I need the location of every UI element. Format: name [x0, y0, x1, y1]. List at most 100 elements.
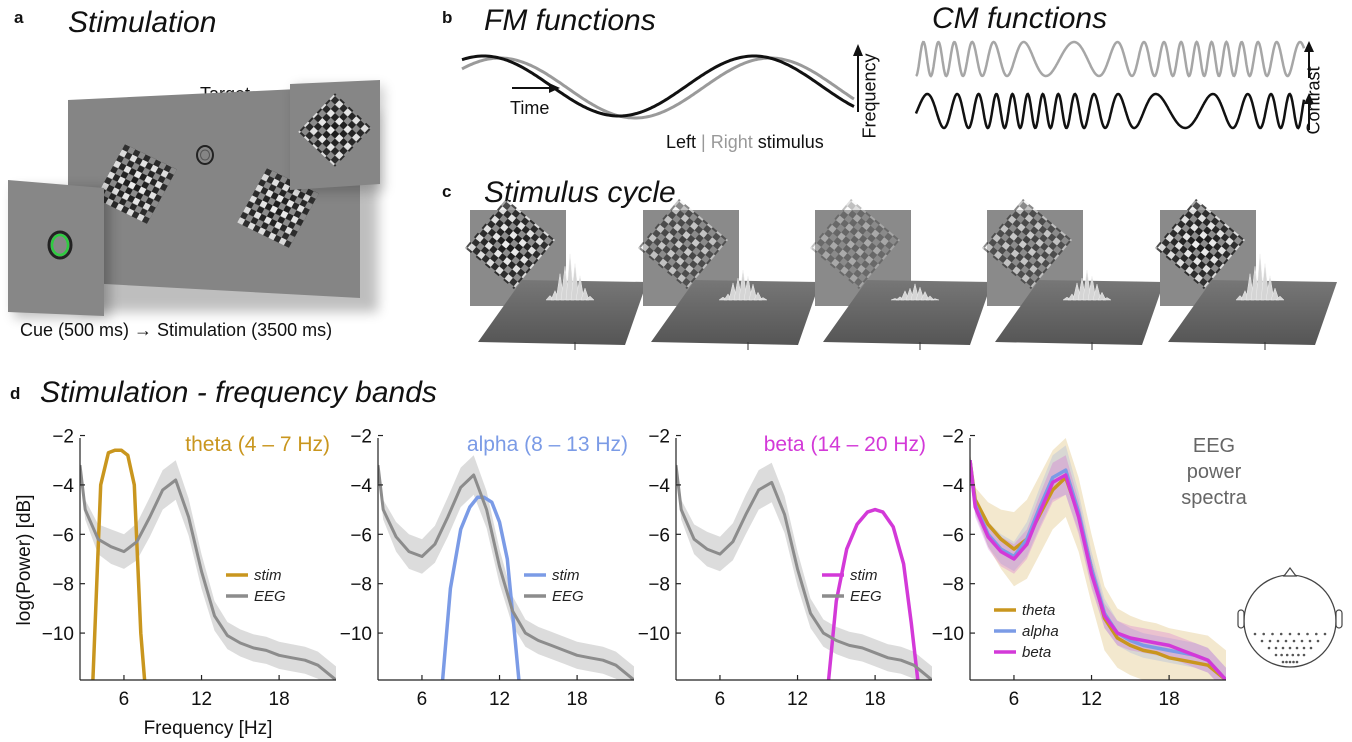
electrode-dot	[1260, 639, 1264, 643]
fm-left-curve	[461, 54, 855, 118]
electrode-dot	[1323, 632, 1327, 636]
chart-title: beta (14 – 20 Hz)	[764, 433, 926, 456]
y-tick-label: −10	[340, 624, 372, 645]
series-stim	[440, 495, 521, 680]
electrode-dot	[1274, 653, 1278, 657]
surface-peak	[580, 287, 590, 301]
panel-a-screens	[8, 80, 384, 318]
panel-d-title: Stimulation - frequency bands	[40, 376, 437, 409]
electrode-dot	[1253, 632, 1257, 636]
x-tick-label: 12	[489, 689, 510, 710]
electrode-dot	[1316, 639, 1320, 643]
electrode-dot	[1292, 639, 1296, 643]
fm-right-curve	[461, 56, 855, 120]
surface-peak	[1082, 269, 1092, 301]
fixation-ring	[196, 145, 214, 165]
electrode-dot	[1279, 632, 1283, 636]
band-EEG	[378, 455, 634, 680]
electrode-dot	[1262, 632, 1265, 636]
y-tick-label: −8	[648, 575, 670, 596]
x-tick-label: 12	[1081, 689, 1102, 710]
surface-peak	[930, 298, 940, 301]
panel-d-letter: d	[10, 384, 21, 403]
electrode-dot	[1288, 632, 1292, 636]
y-tick-label: −10	[932, 624, 964, 645]
frame-surface	[823, 280, 992, 345]
panel-c-title: Stimulus cycle	[484, 176, 676, 209]
series-EEG	[378, 465, 634, 680]
plot-area	[80, 448, 336, 680]
y-tick-label: −6	[648, 525, 670, 546]
electrode-dot	[1271, 632, 1274, 636]
band-theta	[970, 438, 1226, 680]
surface-peak	[920, 290, 930, 301]
electrode-dot	[1288, 660, 1292, 664]
electrode-dot	[1291, 653, 1295, 657]
stimulus-cycle	[464, 198, 1337, 350]
electrode-dot	[1292, 660, 1295, 664]
electrode-dot	[1295, 660, 1299, 664]
panel-c-letter: c	[442, 182, 452, 201]
surface-peak	[738, 269, 748, 301]
legend-stimulus: stimulus	[752, 132, 824, 152]
chart-title-line: spectra	[1181, 487, 1247, 509]
legend-label: stim	[552, 567, 580, 584]
chart-title-line: power	[1187, 461, 1242, 483]
target-gabor	[298, 93, 372, 167]
panel-b-letter: b	[442, 8, 453, 27]
surface-peak	[585, 295, 595, 301]
band-EEG	[80, 459, 336, 680]
panel-a-caption: Cue (500 ms) → Stimulation (3500 ms)	[20, 320, 333, 340]
x-tick-label: 18	[269, 689, 290, 710]
surface-peak	[758, 297, 768, 301]
frame-surface	[995, 280, 1164, 345]
surface-peak	[1255, 253, 1265, 301]
electrode-dot	[1302, 653, 1306, 657]
chart-4: −2 −4 −6 −8 −10 6 12 18 EEG power spectra theta alph…	[932, 427, 1248, 710]
surface-peak	[910, 283, 920, 301]
y-axis-label: log(Power) [dB]	[14, 495, 35, 626]
head-electrode-icon	[1237, 567, 1343, 668]
y-tick-label: −4	[648, 476, 670, 497]
electrode-dot	[1315, 632, 1318, 636]
chart-title: alpha (8 – 13 Hz)	[467, 433, 628, 456]
y-tick-label: −6	[52, 525, 74, 546]
plot-area	[970, 438, 1226, 680]
cycle-frame	[637, 198, 820, 350]
surface-peak	[1275, 295, 1285, 301]
y-tick-label: −8	[350, 575, 372, 596]
cm-title: CM functions	[932, 2, 1108, 35]
cycle-frame	[981, 198, 1164, 350]
electrode-dot	[1285, 660, 1288, 664]
cm-left-wave	[914, 92, 1306, 130]
x-tick-label: 18	[865, 689, 886, 710]
legend-label: stim	[254, 567, 282, 584]
surface-peak	[1260, 263, 1270, 301]
band-alpha	[970, 445, 1226, 680]
y-tick-label: −6	[350, 525, 372, 546]
electrode-dot	[1280, 653, 1283, 657]
frame-surface	[478, 280, 647, 345]
surface-peak	[1265, 275, 1275, 301]
series-EEG	[676, 465, 932, 680]
frame-gabor	[1154, 198, 1246, 290]
chart-title: theta (4 – 7 Hz)	[185, 433, 330, 456]
chart-3: −2 −4 −6 −8 −10 6 12 18 beta (14 – 20 Hz) stim EEG	[638, 427, 932, 710]
legend-label: EEG	[254, 588, 286, 605]
x-tick-label: 18	[1159, 689, 1180, 710]
y-tick-label: −2	[648, 427, 670, 448]
surface-peak	[925, 295, 935, 301]
legend-sep: |	[696, 132, 711, 152]
electrode-dot	[1297, 653, 1300, 657]
plot-area	[676, 459, 932, 680]
left-gabor-patch	[95, 143, 177, 225]
frame-surface	[651, 280, 820, 345]
fm-functions	[461, 44, 863, 120]
chart-2: −2 −4 −6 −8 −10 6 12 18 alpha (8 – 13 Hz) stim EEG	[340, 427, 634, 710]
y-tick-label: −10	[638, 624, 670, 645]
cycle-frame	[809, 198, 992, 350]
panel-a-title: Stimulation	[68, 6, 217, 39]
electrode-dot	[1281, 660, 1285, 664]
